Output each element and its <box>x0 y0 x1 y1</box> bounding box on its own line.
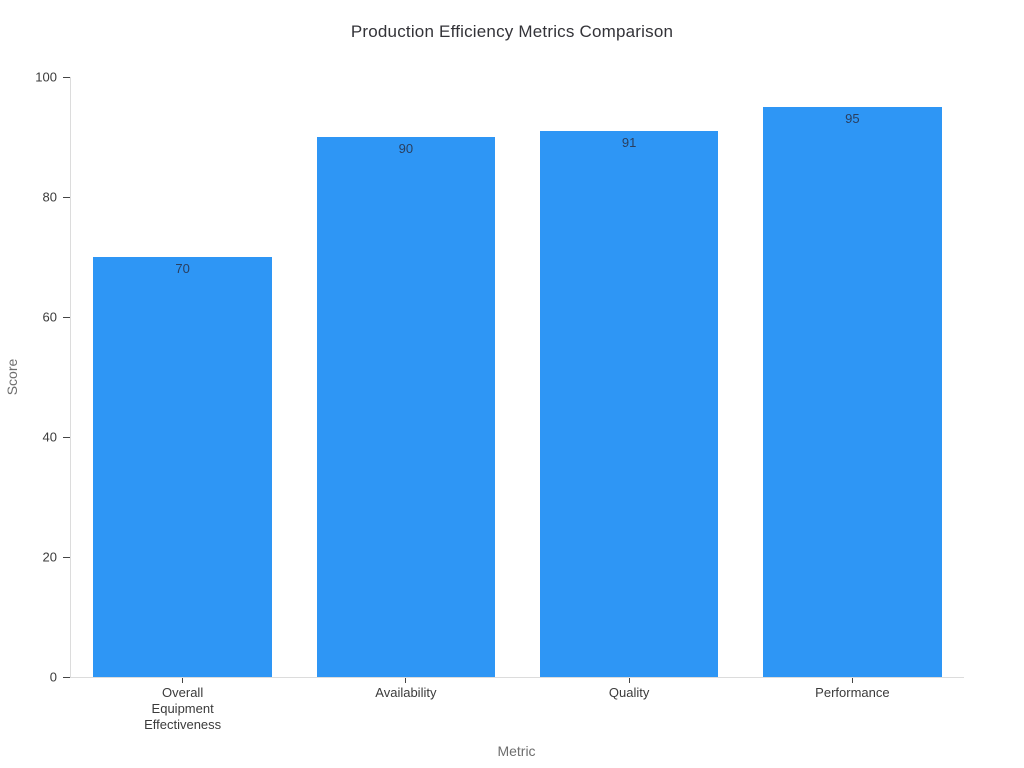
y-tick-mark <box>63 76 70 78</box>
y-axis-title: Score <box>4 358 20 396</box>
plot-area: 0 20 40 60 80 100 70 Overall Equipment Effectiv… <box>35 70 964 732</box>
bar: 70 <box>93 257 272 677</box>
x-axis-title: Metric <box>497 743 536 759</box>
x-tick-label: Availability <box>375 685 437 700</box>
x-tick-mark <box>851 678 853 683</box>
y-tick-label: 80 <box>42 189 57 205</box>
y-tick-label: 100 <box>35 69 57 85</box>
y-tick-mark <box>63 436 70 438</box>
y-tick-mark <box>63 196 70 198</box>
y-tick-mark <box>63 556 70 558</box>
x-tick-mark <box>405 678 407 683</box>
x-tick-label: Quality <box>608 685 650 700</box>
x-tick-mark <box>628 678 630 683</box>
bar-value-label: 91 <box>621 135 637 150</box>
x-tick-label: Overall Equipment Effectiveness <box>144 685 222 732</box>
chart-title: Production Efficiency Metrics Comparison <box>350 22 674 41</box>
y-tick-mark <box>63 676 70 678</box>
y-tick-label: 40 <box>42 429 57 445</box>
bar: 90 <box>316 137 496 677</box>
bar-value-label: 90 <box>398 141 414 156</box>
bar-value-label: 70 <box>175 261 190 276</box>
x-tick-label: Performance <box>815 685 890 700</box>
bar: 91 <box>539 131 719 677</box>
bar-value-label: 95 <box>845 111 860 126</box>
y-tick-mark <box>63 316 70 318</box>
y-tick-label: 20 <box>42 549 57 565</box>
bar: 95 <box>763 107 942 677</box>
x-tick-mark <box>182 678 184 683</box>
y-tick-label: 0 <box>49 669 57 685</box>
y-tick-label: 60 <box>42 309 57 325</box>
